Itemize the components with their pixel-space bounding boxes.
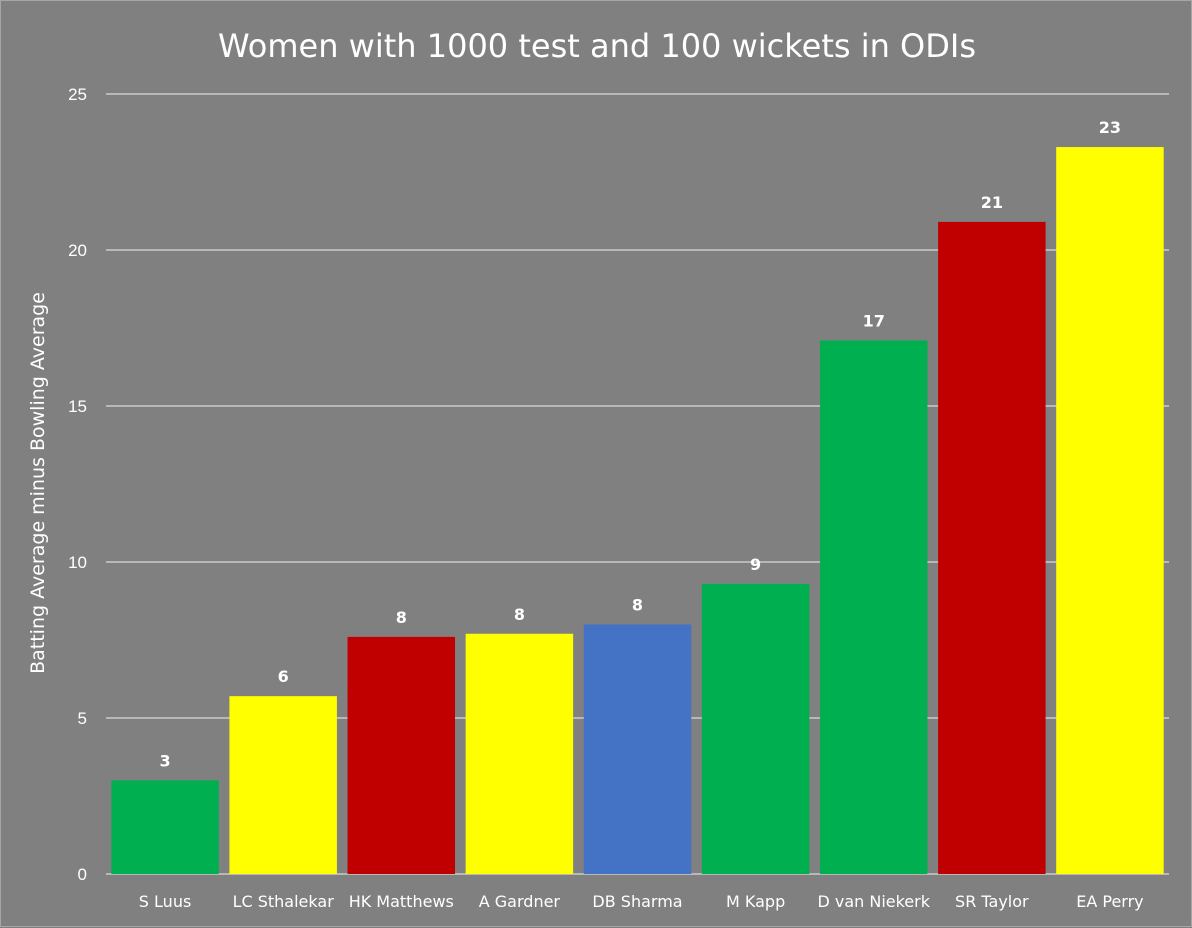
x-category-label: HK Matthews bbox=[349, 892, 454, 911]
data-label: 8 bbox=[514, 605, 525, 624]
y-axis-ticks: 0 5 10 15 20 25 bbox=[68, 85, 87, 884]
y-tick-label: 0 bbox=[78, 865, 87, 884]
x-category-label: SR Taylor bbox=[955, 892, 1029, 911]
bar bbox=[465, 633, 574, 874]
data-label: 8 bbox=[632, 595, 643, 614]
bar bbox=[347, 636, 456, 874]
x-category-label: LC Sthalekar bbox=[233, 892, 335, 911]
x-category-label: S Luus bbox=[139, 892, 192, 911]
chart-title: Women with 1000 test and 100 wickets in … bbox=[218, 27, 976, 65]
x-axis-labels: S Luus LC Sthalekar HK Matthews A Gardner DB… bbox=[139, 892, 1144, 911]
data-label: 21 bbox=[981, 193, 1003, 212]
data-label: 6 bbox=[278, 667, 289, 686]
bar bbox=[819, 340, 928, 875]
bars bbox=[111, 147, 1164, 875]
y-tick-label: 10 bbox=[68, 553, 87, 572]
y-axis-title: Batting Average minus Bowling Average bbox=[27, 292, 49, 674]
y-tick-label: 25 bbox=[68, 85, 87, 104]
y-tick-label: 15 bbox=[68, 397, 87, 416]
data-label: 17 bbox=[863, 311, 885, 330]
x-category-label: D van Niekerk bbox=[817, 892, 930, 911]
data-label: 9 bbox=[750, 555, 761, 574]
bar bbox=[229, 696, 337, 874]
x-category-label: M Kapp bbox=[726, 892, 785, 911]
bar bbox=[701, 583, 810, 874]
y-tick-label: 20 bbox=[68, 241, 87, 260]
y-tick-label: 5 bbox=[78, 709, 87, 728]
data-label: 3 bbox=[159, 751, 170, 770]
x-category-label: A Gardner bbox=[479, 892, 561, 911]
data-label: 8 bbox=[396, 608, 407, 627]
x-category-label: EA Perry bbox=[1076, 892, 1143, 911]
bar bbox=[938, 221, 1046, 875]
x-category-label: DB Sharma bbox=[592, 892, 682, 911]
data-labels: 3 6 8 8 8 9 17 21 23 bbox=[159, 118, 1121, 770]
bar bbox=[583, 624, 692, 874]
bar bbox=[1056, 147, 1164, 875]
bar bbox=[111, 780, 219, 874]
data-label: 23 bbox=[1099, 118, 1121, 137]
